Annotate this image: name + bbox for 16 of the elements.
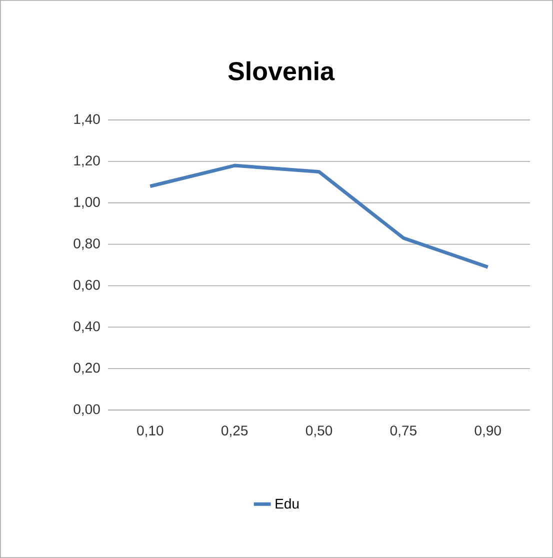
x-tick-label: 0,50: [306, 426, 332, 438]
line-series: [148, 164, 490, 269]
y-tick-label: 1,40: [74, 114, 100, 126]
x-tick-label: 0,75: [390, 426, 416, 438]
y-tick-label: 0,00: [74, 404, 100, 416]
chart-title: Slovenia: [228, 61, 335, 80]
y-tick-label: 1,20: [74, 156, 100, 168]
y-tick-label: 0,80: [74, 238, 100, 250]
y-tick-label: 0,20: [74, 362, 100, 374]
x-tick-label: 0,10: [137, 426, 164, 438]
x-tick-label: 0,25: [222, 426, 248, 438]
x-tick-label: 0,90: [474, 426, 501, 438]
y-tick-label: 0,60: [74, 280, 100, 292]
legend-label: Edu: [276, 498, 299, 509]
y-tick-label: 1,00: [74, 197, 100, 209]
y-tick-label: 0,40: [74, 321, 100, 333]
